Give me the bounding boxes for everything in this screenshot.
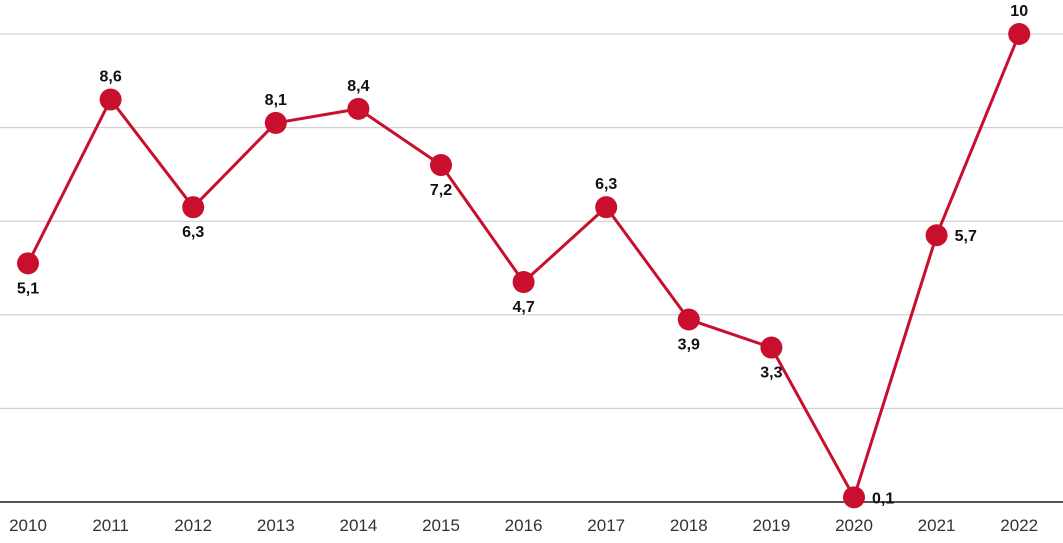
data-label-2021: 5,7 [955, 228, 977, 245]
data-point-2018[interactable] [677, 308, 700, 331]
x-tick-label: 2014 [339, 516, 377, 535]
data-point-2011[interactable] [99, 88, 122, 111]
data-label-2012: 6,3 [182, 224, 204, 241]
x-tick-label: 2011 [92, 516, 129, 535]
data-point-2022[interactable] [1008, 23, 1031, 45]
data-label-2013: 8,1 [265, 92, 287, 109]
data-point-2021[interactable] [925, 224, 948, 247]
data-label-2011: 8,6 [99, 69, 121, 86]
data-point-2013[interactable] [264, 111, 287, 134]
data-point-2014[interactable] [347, 97, 370, 120]
series-line [26, 33, 1021, 499]
data-point-2017[interactable] [595, 196, 618, 219]
data-labels-group: 5,1 8,6 6,3 8,1 8,4 7,2 4,7 6,3 3,9 3,3 0,1 5,7 10 [17, 3, 1028, 507]
gridlines [0, 33, 1063, 503]
data-label-2017: 6,3 [595, 176, 617, 193]
data-point-2016[interactable] [512, 271, 535, 294]
x-tick-label: 2022 [1000, 516, 1038, 535]
data-point-2020[interactable] [843, 486, 865, 509]
data-point-2019[interactable] [760, 336, 783, 359]
series-line-group [26, 33, 1021, 499]
x-tick-label: 2021 [918, 516, 956, 535]
x-tick-label: 2010 [9, 516, 47, 535]
data-label-2020: 0,1 [872, 490, 894, 507]
x-tick-label: 2017 [587, 516, 625, 535]
data-label-2016: 4,7 [512, 299, 534, 316]
data-point-2015[interactable] [430, 154, 452, 177]
x-tick-label: 2015 [422, 516, 460, 535]
data-point-2012[interactable] [182, 196, 205, 219]
x-tick-label: 2012 [174, 516, 212, 535]
data-label-2015: 7,2 [430, 182, 452, 199]
data-point-2010[interactable] [17, 252, 39, 275]
x-tick-label: 2020 [835, 516, 873, 535]
markers-group [17, 23, 1031, 509]
data-label-2014: 8,4 [347, 78, 369, 95]
x-tick-label: 2013 [257, 516, 295, 535]
x-tick-label: 2019 [752, 516, 790, 535]
data-label-2022: 10 [1010, 3, 1028, 20]
x-tick-labels-group: 2010 2011 2012 2013 2014 2015 2016 2017 2018 2019… [9, 516, 1038, 535]
data-label-2018: 3,9 [678, 336, 700, 353]
x-tick-label: 2018 [670, 516, 708, 535]
x-tick-label: 2016 [505, 516, 543, 535]
data-label-2010: 5,1 [17, 280, 39, 297]
data-label-2019: 3,3 [760, 365, 782, 382]
